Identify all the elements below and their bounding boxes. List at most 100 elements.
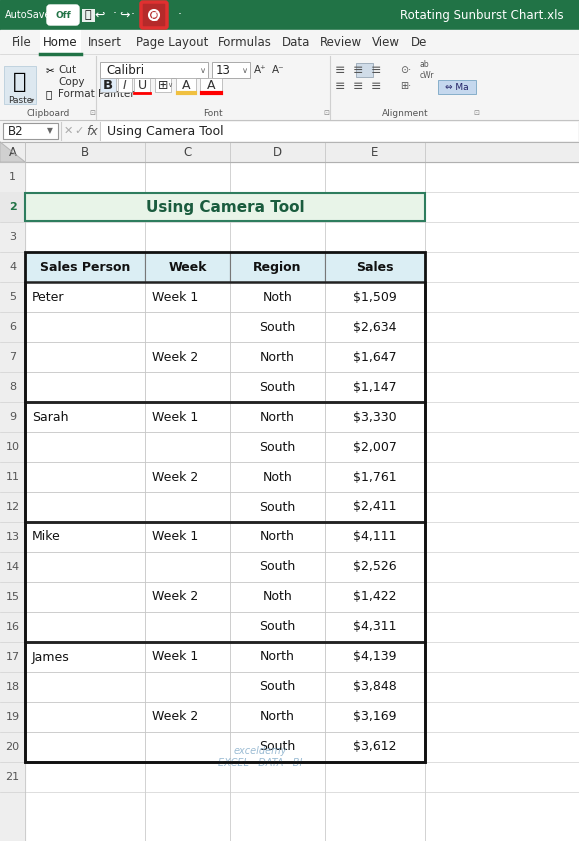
Bar: [25, 552, 145, 582]
Bar: [230, 732, 325, 762]
Bar: [25, 462, 145, 492]
Text: ⊡: ⊡: [89, 110, 95, 116]
Text: ⊞: ⊞: [157, 78, 168, 92]
Text: $1,647: $1,647: [353, 351, 397, 363]
Bar: [325, 282, 425, 312]
Bar: [25, 522, 425, 642]
Bar: [325, 612, 425, 642]
Text: D: D: [273, 145, 282, 158]
Text: 17: 17: [5, 652, 20, 662]
Text: 📋: 📋: [13, 72, 27, 92]
Text: ▾: ▾: [30, 96, 34, 104]
Text: 15: 15: [5, 592, 20, 602]
Bar: [230, 402, 325, 432]
Text: ✂: ✂: [46, 65, 55, 75]
Bar: [4, 66, 36, 104]
Text: Sarah: Sarah: [32, 410, 68, 424]
Bar: [230, 582, 325, 612]
Bar: [0, 162, 25, 841]
Text: View: View: [372, 35, 400, 49]
Bar: [0, 192, 25, 222]
Text: ⊞·: ⊞·: [400, 81, 411, 91]
Text: Week 1: Week 1: [152, 650, 198, 664]
Bar: [230, 462, 325, 492]
Bar: [25, 372, 145, 402]
Text: Week 1: Week 1: [152, 290, 198, 304]
Text: 💾: 💾: [85, 10, 91, 20]
Text: South: South: [259, 320, 296, 334]
Bar: [230, 552, 325, 582]
Text: Week 2: Week 2: [152, 470, 198, 484]
Text: 6: 6: [9, 322, 16, 332]
Text: 🖌: 🖌: [46, 89, 52, 99]
Bar: [25, 522, 145, 552]
Bar: [145, 282, 230, 312]
Text: Formulas: Formulas: [218, 35, 272, 49]
Text: Format Painter: Format Painter: [58, 89, 135, 99]
Bar: [145, 642, 230, 672]
Bar: [0, 120, 579, 142]
Bar: [82, 9, 95, 22]
Text: $1,509: $1,509: [353, 290, 397, 304]
Text: C: C: [184, 145, 192, 158]
Text: Week 2: Week 2: [152, 351, 198, 363]
Text: ≡: ≡: [371, 80, 381, 93]
Bar: [25, 582, 145, 612]
Bar: [0, 54, 579, 120]
Text: 16: 16: [5, 622, 20, 632]
Text: A: A: [182, 78, 190, 92]
Bar: [325, 462, 425, 492]
Text: North: North: [260, 711, 295, 723]
Text: De: De: [411, 35, 427, 49]
Text: Rotating Sunburst Chart.xls: Rotating Sunburst Chart.xls: [400, 8, 563, 22]
Bar: [325, 552, 425, 582]
Text: 20: 20: [5, 742, 20, 752]
Text: Using Camera Tool: Using Camera Tool: [107, 124, 223, 137]
Text: Region: Region: [253, 261, 302, 273]
Text: South: South: [259, 621, 296, 633]
Bar: [118, 78, 132, 92]
Text: James: James: [32, 650, 69, 664]
Bar: [145, 432, 230, 462]
Text: $3,169: $3,169: [353, 711, 397, 723]
Text: AutoSave: AutoSave: [5, 10, 52, 20]
Bar: [100, 78, 116, 92]
Bar: [145, 492, 230, 522]
Text: $4,139: $4,139: [353, 650, 397, 664]
Text: $1,422: $1,422: [353, 590, 397, 604]
Bar: [0, 142, 579, 162]
Text: $1,147: $1,147: [353, 380, 397, 394]
Text: ⊙·: ⊙·: [400, 65, 411, 75]
Text: A⁻: A⁻: [272, 65, 285, 75]
Text: Paste: Paste: [8, 96, 32, 104]
Text: 10: 10: [5, 442, 20, 452]
Bar: [230, 282, 325, 312]
Bar: [230, 672, 325, 702]
Text: $4,111: $4,111: [353, 531, 397, 543]
Text: ≡: ≡: [335, 80, 345, 93]
Bar: [325, 732, 425, 762]
Text: $2,634: $2,634: [353, 320, 397, 334]
Bar: [230, 372, 325, 402]
Text: 12: 12: [5, 502, 20, 512]
Bar: [25, 282, 425, 402]
Text: Insert: Insert: [88, 35, 122, 49]
Bar: [325, 432, 425, 462]
Bar: [0, 0, 579, 30]
Bar: [25, 282, 145, 312]
Bar: [0, 142, 579, 841]
Bar: [230, 492, 325, 522]
Text: Week 2: Week 2: [152, 590, 198, 604]
Bar: [25, 432, 145, 462]
Polygon shape: [0, 142, 25, 162]
Text: fx: fx: [86, 124, 98, 137]
Bar: [212, 62, 250, 78]
Text: $4,311: $4,311: [353, 621, 397, 633]
Text: North: North: [260, 351, 295, 363]
Bar: [25, 492, 145, 522]
Bar: [145, 342, 230, 372]
Text: ≡: ≡: [353, 80, 363, 93]
Text: ·: ·: [113, 8, 117, 20]
Bar: [3, 123, 58, 139]
Bar: [25, 642, 425, 762]
